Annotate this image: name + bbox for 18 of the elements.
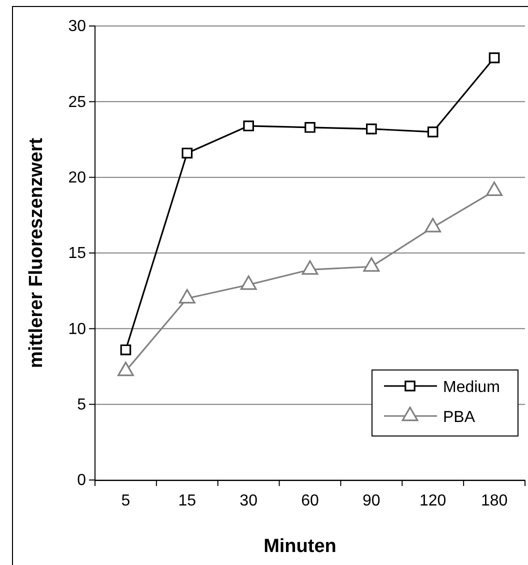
- x-tick-label: 90: [362, 492, 380, 510]
- x-tick-label: 120: [420, 492, 446, 510]
- x-tick-label: 5: [121, 492, 130, 510]
- y-tick-label: 20: [68, 169, 86, 186]
- x-axis-title: Minuten: [264, 536, 336, 557]
- y-tick-label: 15: [68, 245, 86, 262]
- y-tick-label: 5: [77, 396, 86, 414]
- y-axis-title: mittlerer Fluoreszenzwert: [26, 137, 47, 368]
- x-tick-label: 30: [240, 492, 258, 510]
- y-tick-label: 0: [77, 472, 86, 490]
- x-tick-label: 180: [480, 492, 508, 510]
- legend-label: Medium: [443, 379, 500, 396]
- x-tick-label: 15: [178, 492, 196, 510]
- y-tick-label: 10: [68, 320, 86, 338]
- y-tick-label: 25: [68, 94, 86, 111]
- legend-label: PBA: [443, 409, 476, 426]
- x-tick-label: 60: [301, 492, 319, 510]
- y-tick-label: 30: [68, 18, 86, 36]
